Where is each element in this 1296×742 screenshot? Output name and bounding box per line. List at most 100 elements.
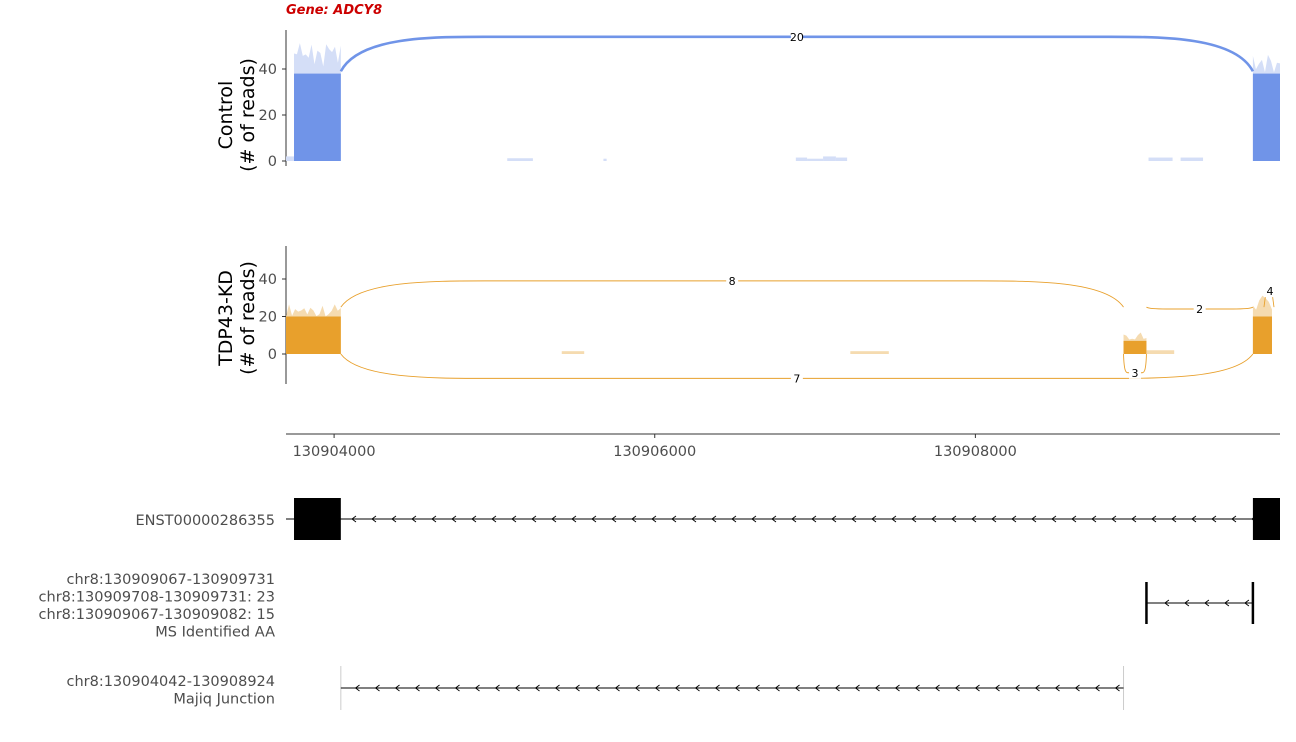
coverage-block [1123,340,1147,354]
strand-arrow [671,515,677,523]
strand-arrow [874,684,880,692]
junction-count-label: 3 [1131,367,1138,380]
strand-arrow [534,684,540,692]
strand-arrow [1151,515,1157,523]
y-tick-label: 40 [259,272,277,288]
strand-arrow [1171,515,1177,523]
y-axis-title: TDP43-KD(# of reads) [215,261,259,375]
strand-arrow [954,684,960,692]
strand-arrow [471,515,477,523]
strand-arrow [1031,515,1037,523]
strand-arrow [394,684,400,692]
y-axis-title-line1: Control [215,81,237,150]
exon-block [1252,498,1280,540]
coverage-block [807,158,824,161]
strand-arrow [951,515,957,523]
strand-arrow [571,515,577,523]
y-tick-label: 20 [259,108,277,124]
strand-arrow [1091,515,1097,523]
strand-arrow [1224,599,1230,607]
x-tick-label: 130904000 [293,444,376,460]
coverage-block [294,73,341,161]
strand-arrow [1094,684,1100,692]
track-label: Majiq Junction [173,692,275,708]
track-ms: chr8:130909067-130909731 chr8:130909708-1… [39,572,1255,641]
strand-arrow [451,515,457,523]
junction-label-bg [1263,285,1276,298]
strand-arrow [591,515,597,523]
junction-count-label: 8 [729,275,736,288]
track-label: chr8:130909067-130909731 [66,572,275,588]
strand-arrow [714,684,720,692]
strand-arrow [811,515,817,523]
strand-arrow [1204,599,1210,607]
strand-arrow [1184,599,1190,607]
y-axis-title-line2: (# of reads) [237,58,259,172]
strand-arrow [991,515,997,523]
strand-arrow [1211,515,1217,523]
coverage-block [507,158,533,161]
strand-arrow [931,515,937,523]
strand-arrow [654,684,660,692]
strand-arrow [1054,684,1060,692]
gene-title: Gene: ADCY8 [286,3,383,18]
strand-arrow [774,684,780,692]
strand-arrow [1034,684,1040,692]
strand-arrow [611,515,617,523]
coverage-block [561,351,585,354]
strand-arrow [674,684,680,692]
junction-count-label: 20 [790,31,804,44]
strand-arrow [371,515,377,523]
strand-arrow [751,515,757,523]
strand-arrow [911,515,917,523]
junction-count-label: 2 [1196,303,1203,316]
y-tick-label: 0 [268,347,277,363]
track-label: chr8:130909067-130909082: 15 [39,607,275,623]
strand-arrow [831,515,837,523]
strand-arrow [474,684,480,692]
strand-arrow [894,684,900,692]
coverage-block [286,156,295,161]
strand-arrow [1074,684,1080,692]
strand-arrow [974,684,980,692]
strand-arrow [1231,515,1237,523]
junction-count-label: 4 [1266,285,1273,298]
track-label: chr8:130909708-130909731: 23 [39,590,275,606]
strand-arrow [414,684,420,692]
strand-arrow [494,684,500,692]
coverage-block [1146,350,1175,354]
y-tick-label: 40 [259,62,277,78]
junction-label-bg [726,274,739,287]
y-tick-label: 0 [268,154,277,170]
y-tick-label: 20 [259,310,277,326]
strand-arrow [511,515,517,523]
junction-label-bg [790,30,803,43]
y-axis-title-line1: TDP43-KD [215,270,237,367]
strand-arrow [711,515,717,523]
strand-arrow [891,515,897,523]
strand-arrow [1071,515,1077,523]
strand-arrow [651,515,657,523]
strand-arrow [814,684,820,692]
strand-arrow [971,515,977,523]
track-label: MS Identified AA [155,625,275,641]
strand-arrow [594,684,600,692]
strand-arrow [1111,515,1117,523]
strand-arrow [771,515,777,523]
strand-arrow [754,684,760,692]
track-transcript: ENST00000286355 [135,498,1280,540]
coverage-block [835,157,848,161]
strand-arrow [1191,515,1197,523]
coverage-block [286,316,341,354]
strand-arrow [431,515,437,523]
strand-arrow [854,684,860,692]
strand-arrow [851,515,857,523]
track-label: chr8:130904042-130908924 [66,674,275,690]
exon-block [294,498,341,540]
strand-arrow [871,515,877,523]
strand-arrow [791,515,797,523]
strand-arrow [934,684,940,692]
